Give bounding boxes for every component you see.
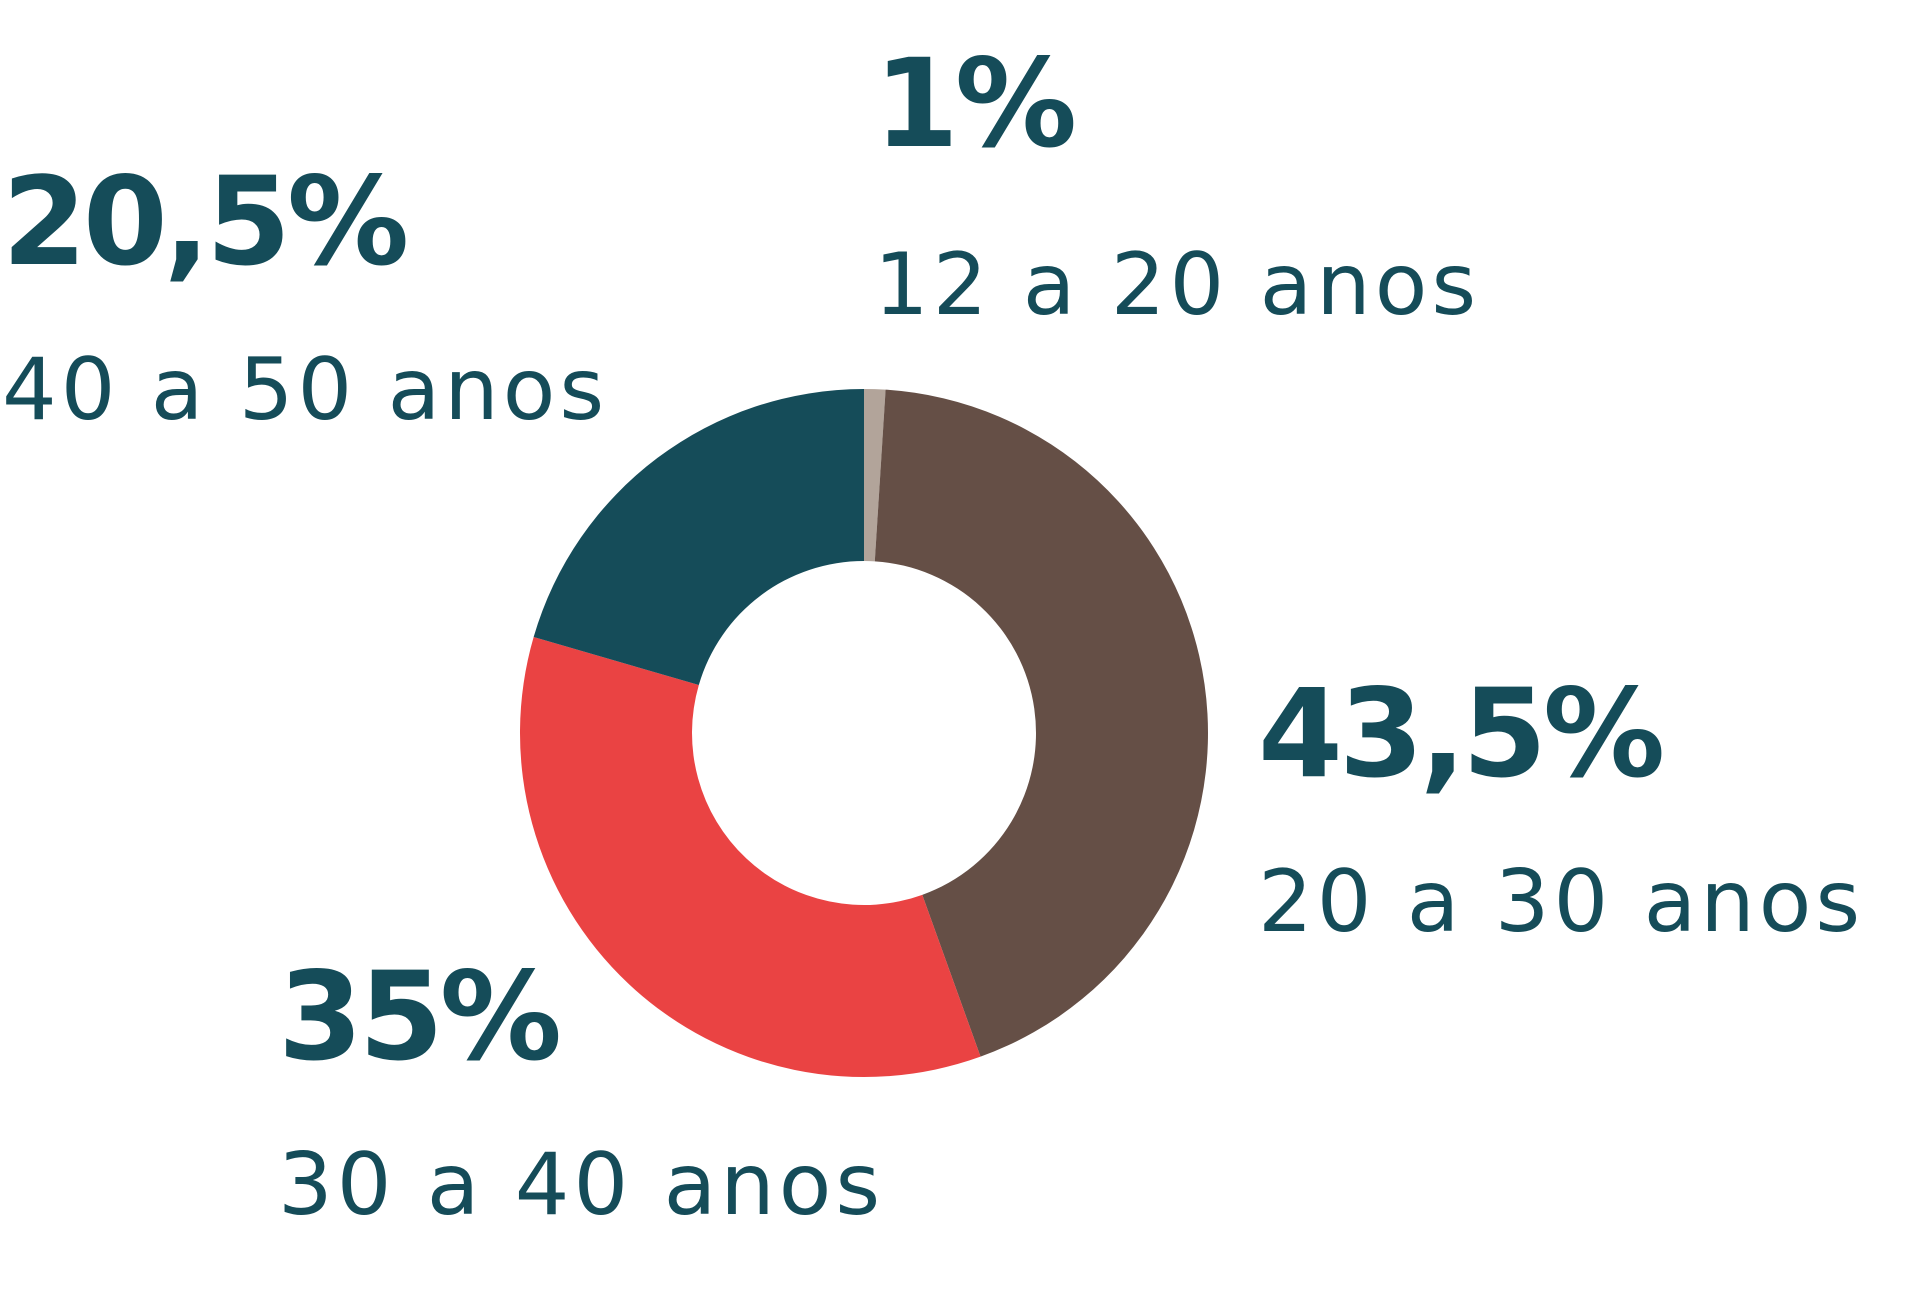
donut-slice-1 — [864, 389, 886, 562]
slice-label-group-2: 43,5% 20 a 30 anos — [1258, 663, 1864, 952]
slice-category-label: 30 a 40 anos — [278, 1135, 884, 1235]
slice-category-label: 12 a 20 anos — [874, 235, 1480, 335]
slice-category-label: 20 a 30 anos — [1258, 852, 1864, 952]
donut-slice-4 — [533, 389, 864, 686]
donut-slice-3 — [520, 637, 981, 1077]
donut-slices — [520, 389, 1208, 1077]
slice-value-label: 43,5% — [1258, 663, 1662, 805]
slice-label-group-1: 1% 12 a 20 anos — [874, 33, 1480, 335]
slice-value-label: 35% — [278, 946, 559, 1088]
slice-value-label: 1% — [874, 33, 1074, 175]
slice-value-label: 20,5% — [2, 151, 406, 293]
slice-label-group-4: 20,5% 40 a 50 anos — [2, 151, 608, 440]
slice-label-group-3: 35% 30 a 40 anos — [278, 946, 884, 1235]
slice-category-label: 40 a 50 anos — [2, 340, 608, 440]
donut-slice-2 — [874, 389, 1208, 1057]
